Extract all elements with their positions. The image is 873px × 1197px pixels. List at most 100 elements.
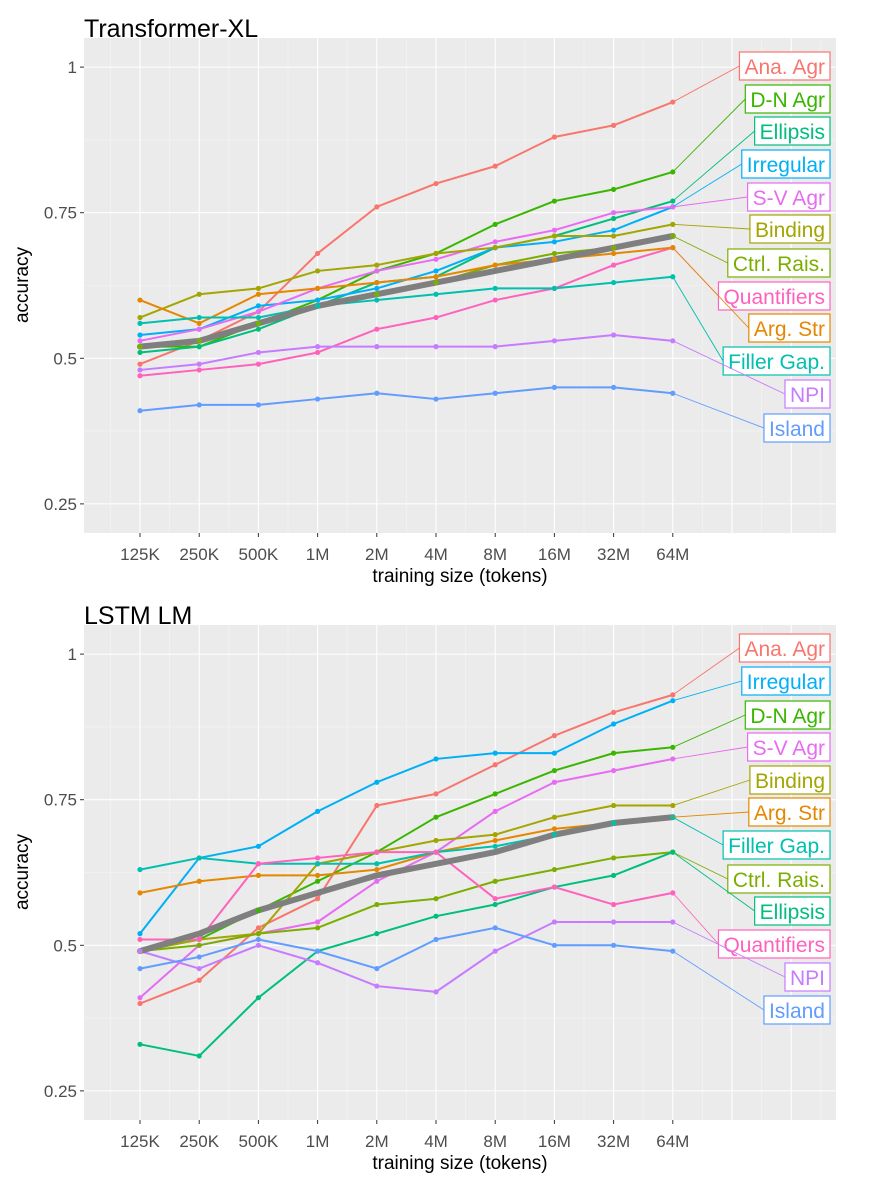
data-point <box>255 931 261 937</box>
data-point <box>551 233 558 239</box>
data-point <box>137 890 143 896</box>
x-tick-label: 16M <box>538 1132 571 1151</box>
series-label: Binding <box>755 770 825 793</box>
data-point <box>374 390 380 396</box>
series-line-ana-agr <box>139 693 674 1005</box>
label-connector <box>672 921 786 978</box>
data-point <box>374 326 380 332</box>
data-point <box>196 1053 202 1059</box>
data-point <box>492 163 498 169</box>
x-tick-label: 8M <box>483 1132 507 1151</box>
data-point <box>492 262 498 268</box>
data-point <box>137 408 143 414</box>
data-point <box>551 239 558 245</box>
series-label: Irregular <box>747 154 825 177</box>
series-label: Quantifiers <box>723 286 825 309</box>
series-label: Ellipsis <box>760 901 825 924</box>
series-label: Arg. Str <box>754 802 825 825</box>
y-tick-label: 0.5 <box>53 349 77 368</box>
data-point <box>611 901 617 908</box>
y-tick-label: 1 <box>68 645 77 664</box>
data-point <box>551 919 558 925</box>
data-point <box>255 861 261 867</box>
x-tick-label: 1M <box>306 1132 330 1151</box>
series-label: Ctrl. Rais. <box>733 253 825 276</box>
data-point <box>315 855 321 861</box>
data-point <box>611 802 617 809</box>
series-label: Island <box>769 1000 825 1023</box>
series-label: D-N Agr <box>750 89 825 112</box>
y-tick-label: 0.75 <box>44 204 77 223</box>
label-connector <box>672 392 765 429</box>
x-tick-label: 64M <box>656 1132 689 1151</box>
y-tick-label: 1 <box>68 58 77 77</box>
data-point <box>374 901 380 908</box>
data-point <box>315 344 321 350</box>
data-point <box>374 849 380 855</box>
data-point <box>433 896 439 902</box>
series-label-box <box>784 379 831 409</box>
x-tick-label: 16M <box>538 545 571 564</box>
chart-title: Transformer-XL <box>84 15 258 43</box>
data-point <box>315 396 321 402</box>
series-label-box <box>744 700 831 730</box>
data-point <box>492 896 498 902</box>
series-label-box <box>763 995 831 1025</box>
series-label: NPI <box>790 967 825 990</box>
data-point <box>255 843 261 849</box>
series-label-box <box>717 281 831 311</box>
series-label: Filler Gap. <box>728 835 825 858</box>
data-point <box>137 1041 143 1047</box>
label-connector <box>672 276 724 362</box>
data-point <box>374 297 380 303</box>
data-point <box>137 995 143 1001</box>
x-tick-label: 125K <box>120 1132 160 1151</box>
y-tick-label: 0.75 <box>44 791 77 810</box>
y-tick-label: 0.5 <box>53 936 77 955</box>
data-point <box>492 344 498 350</box>
label-connector <box>672 680 742 702</box>
x-tick-label: 32M <box>597 1132 630 1151</box>
data-point <box>492 239 498 245</box>
data-point <box>551 866 558 873</box>
x-tick-label: 32M <box>597 545 630 564</box>
data-point <box>433 814 439 820</box>
data-point <box>196 965 202 972</box>
data-point <box>551 134 558 140</box>
data-point <box>492 878 498 884</box>
label-connector <box>672 811 749 818</box>
label-connector <box>672 223 750 230</box>
series-label-box <box>754 896 831 926</box>
data-point <box>611 262 617 268</box>
data-point <box>196 855 202 861</box>
data-point <box>611 210 617 216</box>
data-point <box>137 1000 143 1007</box>
data-point <box>611 919 617 925</box>
data-point <box>551 198 558 204</box>
data-point <box>433 756 439 762</box>
data-point <box>196 326 202 332</box>
data-point <box>255 936 261 943</box>
x-tick-label: 2M <box>365 545 389 564</box>
data-point <box>492 901 498 908</box>
label-connector <box>672 647 740 696</box>
data-point <box>551 767 558 774</box>
series-label-box <box>784 962 831 992</box>
x-tick-label: 250K <box>179 545 219 564</box>
series-label: Ana. Agr <box>744 638 825 661</box>
series-label-box <box>747 732 831 762</box>
series-line-island <box>139 926 673 970</box>
data-point <box>551 750 558 756</box>
data-point <box>374 983 380 989</box>
data-point <box>137 965 143 972</box>
data-point <box>137 297 143 303</box>
average-line <box>137 233 676 350</box>
x-tick-label: 500K <box>239 1132 279 1151</box>
data-point <box>255 303 261 309</box>
data-point <box>196 367 202 373</box>
data-point <box>433 314 439 321</box>
data-point <box>137 332 143 338</box>
data-point <box>492 843 498 849</box>
data-point <box>492 808 498 814</box>
